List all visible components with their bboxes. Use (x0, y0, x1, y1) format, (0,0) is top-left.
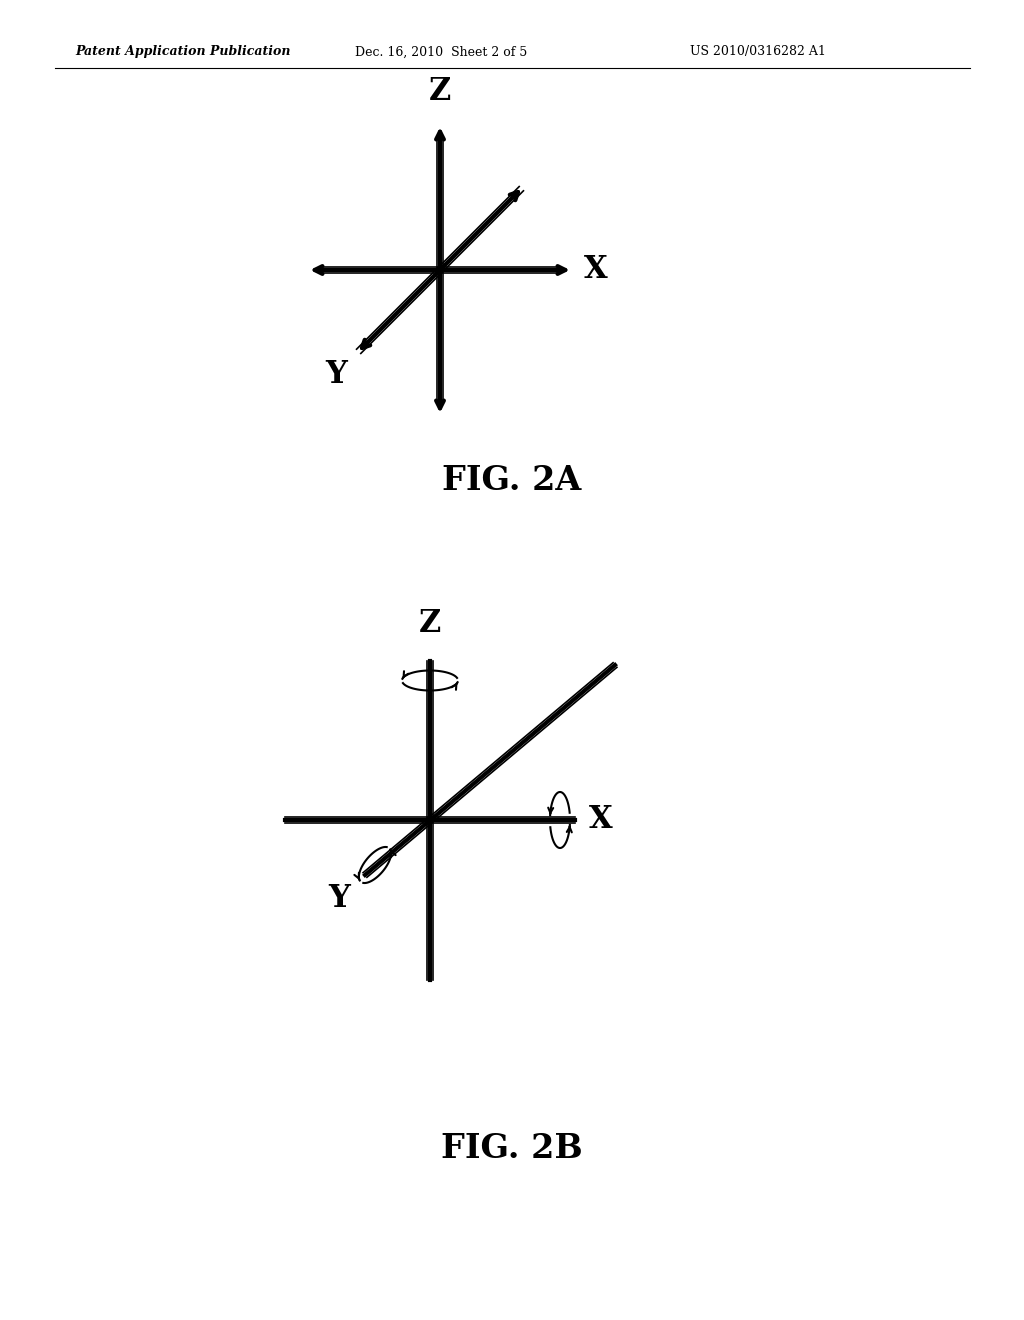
Text: FIG. 2A: FIG. 2A (442, 463, 582, 496)
Text: Y: Y (328, 883, 350, 913)
Text: X: X (584, 255, 608, 285)
Text: Y: Y (325, 359, 347, 391)
Text: Z: Z (419, 607, 441, 639)
Text: US 2010/0316282 A1: US 2010/0316282 A1 (690, 45, 826, 58)
Text: X: X (589, 804, 612, 836)
Text: FIG. 2B: FIG. 2B (441, 1131, 583, 1164)
Text: Dec. 16, 2010  Sheet 2 of 5: Dec. 16, 2010 Sheet 2 of 5 (355, 45, 527, 58)
Text: Z: Z (429, 77, 452, 107)
Text: Patent Application Publication: Patent Application Publication (75, 45, 291, 58)
